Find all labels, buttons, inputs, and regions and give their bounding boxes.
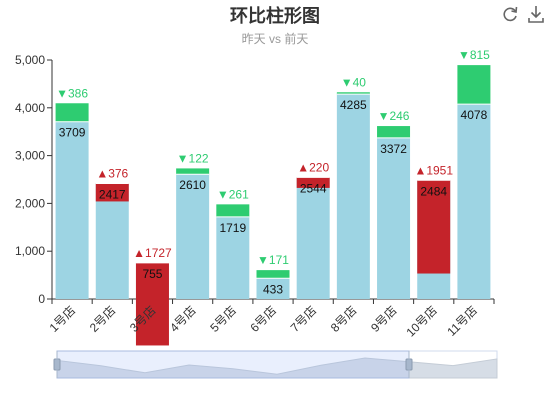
bar-change-down bbox=[457, 65, 491, 105]
bar-value-label: 3709 bbox=[59, 126, 86, 140]
x-tick-label: 9号店 bbox=[368, 303, 400, 335]
x-tick-label: 2号店 bbox=[87, 303, 119, 335]
bar-base bbox=[296, 177, 330, 299]
bar-base bbox=[95, 183, 129, 299]
bar-change-down bbox=[216, 204, 250, 217]
x-tick-label: 7号店 bbox=[288, 303, 320, 335]
y-tick-label: 1,000 bbox=[15, 244, 45, 258]
bar-change-label: ▼815 bbox=[458, 48, 490, 62]
bar-change-down bbox=[336, 92, 370, 95]
y-tick-label: 3,000 bbox=[15, 149, 45, 163]
bar-value-label: 1719 bbox=[219, 221, 246, 235]
bar-base bbox=[55, 121, 89, 299]
y-tick-label: 2,000 bbox=[15, 196, 45, 210]
bar-value-label: 4078 bbox=[461, 108, 488, 122]
download-icon[interactable] bbox=[526, 4, 546, 24]
chart-title: 环比柱形图 bbox=[230, 6, 320, 26]
bar-change-label: ▲220 bbox=[297, 160, 329, 174]
x-tick-label: 5号店 bbox=[207, 303, 239, 335]
bar-change-up bbox=[417, 180, 451, 274]
bar-base bbox=[256, 278, 290, 299]
bar-base bbox=[216, 216, 250, 299]
y-tick-label: 4,000 bbox=[15, 101, 45, 115]
bar-change-label: ▼122 bbox=[177, 151, 209, 165]
bar-change-label: ▼246 bbox=[378, 109, 410, 123]
bar-change-up bbox=[95, 183, 129, 202]
bar-value-label: 433 bbox=[263, 282, 283, 296]
bar-change-down bbox=[176, 168, 210, 175]
bar-base bbox=[457, 104, 491, 300]
datazoom-preview bbox=[56, 357, 498, 379]
x-tick-label: 1号店 bbox=[47, 303, 79, 335]
x-tick-label: 11号店 bbox=[444, 303, 480, 339]
y-tick-label: 0 bbox=[38, 292, 45, 306]
chart-subtitle: 昨天 vs 前天 bbox=[241, 32, 309, 46]
bar-value-label: 2417 bbox=[99, 187, 126, 201]
bar-change-label: ▲376 bbox=[96, 166, 128, 180]
bar-value-label: 3372 bbox=[380, 142, 407, 156]
bar-change-label: ▲1951 bbox=[414, 163, 453, 177]
bar-change-down bbox=[55, 103, 89, 122]
x-tick-label: 6号店 bbox=[248, 303, 280, 335]
bar-change-label: ▲1727 bbox=[133, 246, 172, 260]
y-tick-label: 5,000 bbox=[15, 53, 45, 67]
bar-change-label: ▼261 bbox=[217, 187, 249, 201]
refresh-icon[interactable] bbox=[500, 4, 520, 24]
bar-change-up bbox=[135, 262, 169, 346]
bar-value-label: 2544 bbox=[300, 181, 327, 195]
bar-change-up bbox=[296, 177, 330, 188]
bar-value-label: 755 bbox=[142, 267, 162, 281]
bar-change-label: ▼386 bbox=[56, 86, 88, 100]
bar-base bbox=[336, 94, 370, 299]
bar-value-label: 2484 bbox=[420, 184, 447, 198]
x-tick-label: 8号店 bbox=[328, 303, 360, 335]
x-tick-label: 4号店 bbox=[167, 303, 199, 335]
bar-base bbox=[176, 174, 210, 299]
x-tick-label: 10号店 bbox=[404, 303, 440, 339]
bar-change-label: ▼171 bbox=[257, 253, 289, 267]
datazoom-selection[interactable] bbox=[56, 350, 410, 379]
bar-change-down bbox=[256, 270, 290, 279]
bar-base bbox=[377, 137, 411, 299]
bar-change-down bbox=[377, 126, 411, 138]
bar-change-label: ▼40 bbox=[341, 75, 367, 89]
bar-value-label: 4285 bbox=[340, 98, 367, 112]
bar-value-label: 2610 bbox=[179, 178, 206, 192]
